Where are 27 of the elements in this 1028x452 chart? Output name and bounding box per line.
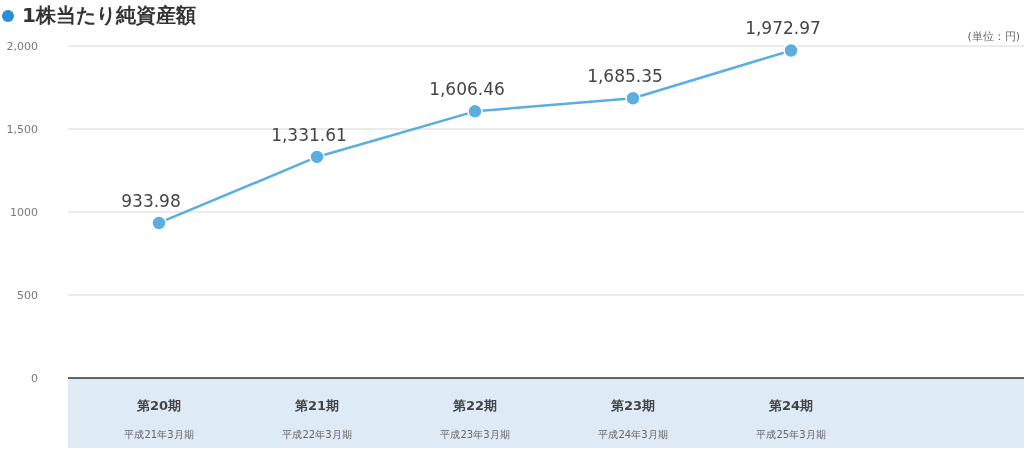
text: 平成24年3月期 xyxy=(598,429,668,440)
data-label: 1,331.61 xyxy=(271,124,347,145)
text: 平成21年3月期 xyxy=(124,429,194,440)
y-tick-label: 2,000 xyxy=(6,40,38,53)
point xyxy=(467,103,483,120)
x-tick-label: 第24期 xyxy=(767,398,814,413)
text: 平成22年3月期 xyxy=(282,429,352,440)
text: 平成25年3月期 xyxy=(756,429,826,440)
data-label: 933.98 xyxy=(121,190,181,211)
data-label: 1,685.35 xyxy=(587,66,663,87)
y-tick-label: 1000 xyxy=(10,206,38,219)
x-tick-label: 第20期 xyxy=(135,398,182,413)
text: 平成23年3月期 xyxy=(440,429,510,440)
x-tick-label: 第23期 xyxy=(609,398,656,413)
point xyxy=(309,149,325,165)
point xyxy=(151,215,167,231)
data-label: 1,606.46 xyxy=(429,79,505,100)
text: (単位：円) xyxy=(967,30,1020,43)
x-tick-label: 第22期 xyxy=(451,398,498,413)
y-tick-label: 0 xyxy=(31,372,38,385)
point xyxy=(625,90,641,106)
y-tick-label: 1,500 xyxy=(6,123,38,136)
y-tick-label: 500 xyxy=(17,289,38,302)
chart-title: 1株当たり純資産額 xyxy=(22,3,196,27)
x-tick-label: 第21期 xyxy=(293,398,340,413)
point xyxy=(783,42,799,59)
data-label: 1,972.97 xyxy=(745,18,821,39)
